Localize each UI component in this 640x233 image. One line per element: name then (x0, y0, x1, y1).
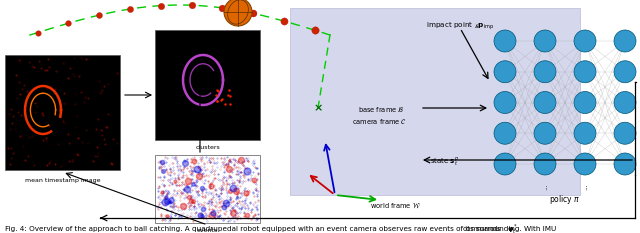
Circle shape (614, 153, 636, 175)
Text: policy $\pi$: policy $\pi$ (549, 193, 580, 206)
Polygon shape (290, 8, 580, 195)
Circle shape (534, 92, 556, 113)
Text: ...: ... (542, 183, 548, 190)
Circle shape (614, 92, 636, 113)
Circle shape (534, 30, 556, 52)
Text: events: events (197, 228, 218, 233)
Text: Fig. 4: Overview of the approach to ball catching. A quadrupedal robot equipped : Fig. 4: Overview of the approach to ball… (5, 226, 556, 232)
Circle shape (614, 30, 636, 52)
Circle shape (614, 122, 636, 144)
Bar (155, 155, 260, 223)
Bar (5, 55, 120, 170)
Circle shape (494, 153, 516, 175)
Circle shape (574, 92, 596, 113)
Circle shape (494, 61, 516, 83)
Circle shape (574, 61, 596, 83)
Text: mean timestamp image: mean timestamp image (25, 178, 100, 183)
Text: state $\mathbf{s}_t^p$: state $\mathbf{s}_t^p$ (430, 155, 459, 168)
Circle shape (574, 153, 596, 175)
Circle shape (534, 61, 556, 83)
Text: ...: ... (582, 183, 588, 190)
Bar (155, 30, 260, 140)
Circle shape (614, 61, 636, 83)
Circle shape (574, 122, 596, 144)
Circle shape (494, 30, 516, 52)
Circle shape (534, 122, 556, 144)
Circle shape (224, 0, 252, 26)
Text: commands   $\boldsymbol{\varphi}_t^*$: commands $\boldsymbol{\varphi}_t^*$ (462, 222, 518, 233)
Circle shape (494, 122, 516, 144)
Text: base frame $\mathcal{B}$: base frame $\mathcal{B}$ (358, 106, 404, 114)
Circle shape (574, 30, 596, 52)
Circle shape (534, 153, 556, 175)
Text: world frame $\mathcal{W}$: world frame $\mathcal{W}$ (370, 201, 420, 210)
Text: $\mathbf{\times}$: $\mathbf{\times}$ (313, 103, 323, 113)
Circle shape (494, 92, 516, 113)
Text: clusters: clusters (195, 145, 220, 150)
Text: impact point $_{\mathcal{B}}\mathbf{p}_{\mathrm{imp}}$: impact point $_{\mathcal{B}}\mathbf{p}_{… (426, 20, 494, 31)
Text: camera frame $\mathcal{C}$: camera frame $\mathcal{C}$ (352, 117, 407, 127)
